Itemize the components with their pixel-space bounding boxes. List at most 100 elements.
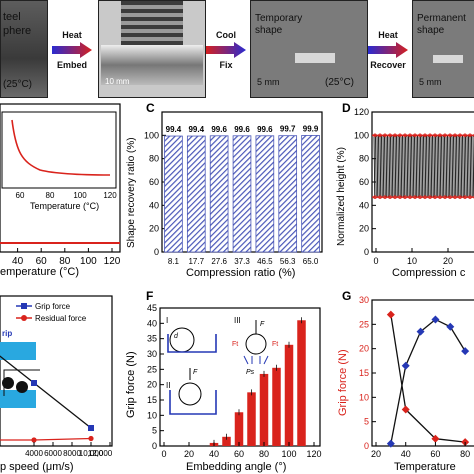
panel-c-ytick-label: 80 [149, 154, 159, 164]
panel-d-upper-marker [433, 133, 437, 138]
panel-f-inset-Ps: Ps [246, 369, 255, 376]
panel-c-letter: C [146, 101, 155, 115]
panel-g-letter: G [342, 289, 351, 303]
photo-permanent-shape: Permanent shape 5 mm [412, 0, 474, 98]
panel-f-ylabel: Grip force (N) [125, 351, 137, 418]
photo3-temp: (25°C) [325, 77, 355, 88]
panel-f-inset-I: I [166, 316, 168, 325]
panel-d-lower-marker [378, 195, 382, 199]
panel-c-bar [209, 135, 229, 253]
panel-f-bar [284, 344, 294, 446]
panel-f-bar [222, 436, 231, 446]
panel-c-bar-value-label: 99.4 [166, 125, 182, 134]
panel-c-xtick-label: 56.3 [280, 257, 296, 266]
panel-e-xtick-label: 4000 [25, 449, 43, 458]
photo1-label-line2: phere [3, 25, 32, 37]
panel-d-upper-marker [468, 133, 472, 138]
panel-d-lower-marker [433, 195, 437, 199]
panel-c-bar [232, 135, 252, 253]
panel-d-lower-marker [413, 195, 417, 199]
panel-d-ytick-label: 20 [359, 224, 369, 234]
panel-f-ytick-label: 0 [152, 441, 157, 451]
panel-e-legend-grip: Grip force [35, 302, 71, 311]
panel-g-ytick-label: 15 [359, 368, 369, 378]
panel-b-inset-xtick-label: 100 [73, 191, 87, 200]
panel-e-line-residual [0, 437, 92, 441]
panel-c-ytick-label: 60 [149, 177, 159, 187]
photo1-temp: (25°C) [3, 79, 33, 90]
panel-f-ytick-label: 30 [147, 349, 157, 359]
panel-c-bar-value-label: 99.7 [280, 125, 296, 134]
panel-d-lower-marker [383, 195, 387, 199]
panel-g-ytick-label: 30 [359, 295, 369, 305]
panel-d-lower-marker [393, 195, 397, 199]
panel-c-bar [301, 135, 320, 253]
panel-d-upper-marker [428, 133, 432, 138]
panel-g-ytick-label: 10 [359, 392, 369, 402]
panel-c-xtick-label: 17.7 [188, 257, 204, 266]
panel-d-upper-marker [408, 133, 412, 138]
panel-e-legend-residual: Residual force [35, 314, 87, 323]
panel-d-lower-marker [468, 195, 472, 199]
panel-d-upper-marker [378, 133, 382, 138]
panel-g-blue-marker [416, 327, 425, 336]
panel-d-lower-marker [403, 195, 407, 199]
panel-f-inset-F2: F [260, 321, 265, 328]
panel-b-xtick-label: 80 [59, 256, 71, 267]
panel-d-upper-marker [373, 133, 377, 138]
panel-f-chart: F Grip force (N) 0 5 10 15 20 25 30 35 40 45 0 20 4… [125, 289, 322, 473]
arrow2-bottom-label: Fix [219, 60, 233, 70]
panel-d-chart: D Normalized height (%) 020406080100120 … [336, 101, 474, 279]
panel-c-bar [164, 135, 183, 253]
panel-g-blue-marker [386, 439, 395, 448]
legend-residual-marker [21, 315, 27, 321]
panel-c-xtick-label: 65.0 [303, 257, 319, 266]
panel-g-xtick-label: 20 [371, 449, 381, 459]
panel-f-bar [259, 373, 269, 446]
panel-b-xtick-label: 100 [80, 256, 97, 267]
arrow3-top-label: Heat [378, 30, 398, 40]
panel-d-upper-marker [438, 133, 442, 138]
panel-e-residual-marker [31, 437, 37, 443]
panel-g-red-marker [401, 405, 410, 414]
panel-c-xtick-label: 46.5 [257, 257, 273, 266]
panel-g-blue-marker [401, 361, 410, 370]
panel-f-ytick-label: 5 [152, 426, 157, 436]
panel-f-inset-Ft-right: Ft [272, 341, 278, 348]
photo-steel-sphere: teel phere (25°C) [0, 0, 48, 98]
panel-e-chart: Grip force Residual force rip 4000 6000 80… [0, 295, 113, 473]
panel-c-bar [186, 135, 206, 253]
panel-d-upper-marker [453, 133, 457, 138]
panel-d-upper-marker [418, 133, 422, 138]
panel-c-chart: C Shape recovery ratio (%) 020406080100 … [126, 101, 323, 279]
panel-g-blue-marker [461, 347, 470, 356]
photo2-scale: 10 mm [105, 77, 130, 86]
panel-g-blue-marker [446, 322, 455, 331]
panel-e-residual-marker [88, 435, 94, 442]
arrow3-bottom-label: Recover [370, 60, 406, 70]
panel-f-ytick-label: 20 [147, 380, 157, 390]
panel-f-bar [247, 392, 256, 446]
photo-mold: 10 mm [98, 0, 206, 98]
panel-f-letter: F [146, 289, 153, 303]
panel-f-inset-F1: F [193, 369, 198, 376]
panel-f-bar [234, 412, 244, 446]
panel-c-ylabel: Shape recovery ratio (%) [126, 137, 137, 248]
panel-f-ytick-label: 15 [147, 395, 157, 405]
heat-arrow-icon [52, 42, 92, 58]
panel-c-bar-value-label: 99.9 [303, 124, 319, 133]
arrow1-bottom-label: Embed [56, 60, 87, 70]
panel-d-lower-marker [443, 195, 447, 199]
photo1-label-line1: teel [3, 11, 21, 23]
panel-d-lower-marker [398, 195, 402, 199]
panel-g-chart: G Grip force (N) 0 5 10 15 20 25 30 20 40 60 80 T… [337, 289, 474, 473]
cool-arrow-icon [206, 42, 246, 58]
panel-f-inset-II: II [166, 381, 170, 390]
photo3-label-line2: shape [255, 25, 283, 36]
panel-d-ytick-label: 60 [359, 177, 369, 187]
panel-c-xtick-label: 37.3 [234, 257, 250, 266]
panel-f-inset-d: d [174, 333, 179, 340]
panel-f-schematic: I d II F III F Ft Ft Ps [166, 316, 278, 415]
panel-c-ytick-label: 0 [154, 247, 159, 257]
